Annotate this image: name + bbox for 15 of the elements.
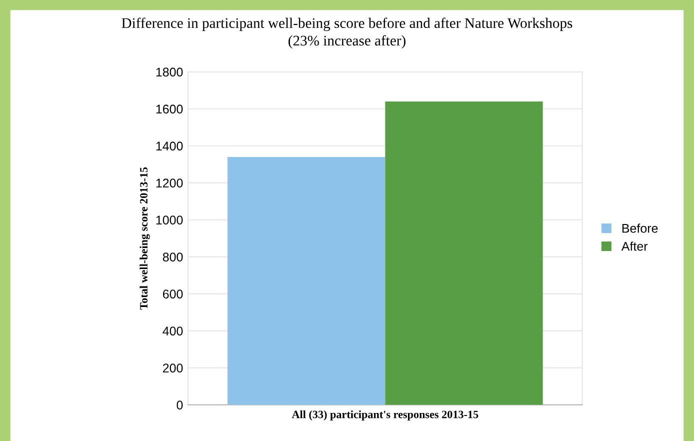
y-tick-label: 1400	[156, 142, 183, 151]
chart-title: Difference in participant well-being score before and after Nature Workshops (23% increase after)	[122, 18, 572, 49]
y-tick-label: 1600	[156, 104, 183, 114]
y-tick-label: 600	[162, 290, 183, 299]
y-tick-label: 1800	[156, 68, 183, 77]
y-tick-label: 1200	[156, 178, 183, 188]
legend-label: Before	[622, 224, 658, 233]
x-tick-label: All (33) participant's responses 2013-15	[292, 410, 478, 420]
legend-label: After	[621, 242, 648, 251]
y-axis-title: Total well-being score 2013-15	[140, 167, 150, 310]
y-tick-label: 200	[162, 364, 183, 372]
y-tick-label: 800	[162, 252, 183, 262]
y-tick-label: 400	[162, 326, 183, 336]
y-tick-label: 0	[176, 400, 183, 410]
y-tick-label: 1000	[156, 216, 183, 225]
